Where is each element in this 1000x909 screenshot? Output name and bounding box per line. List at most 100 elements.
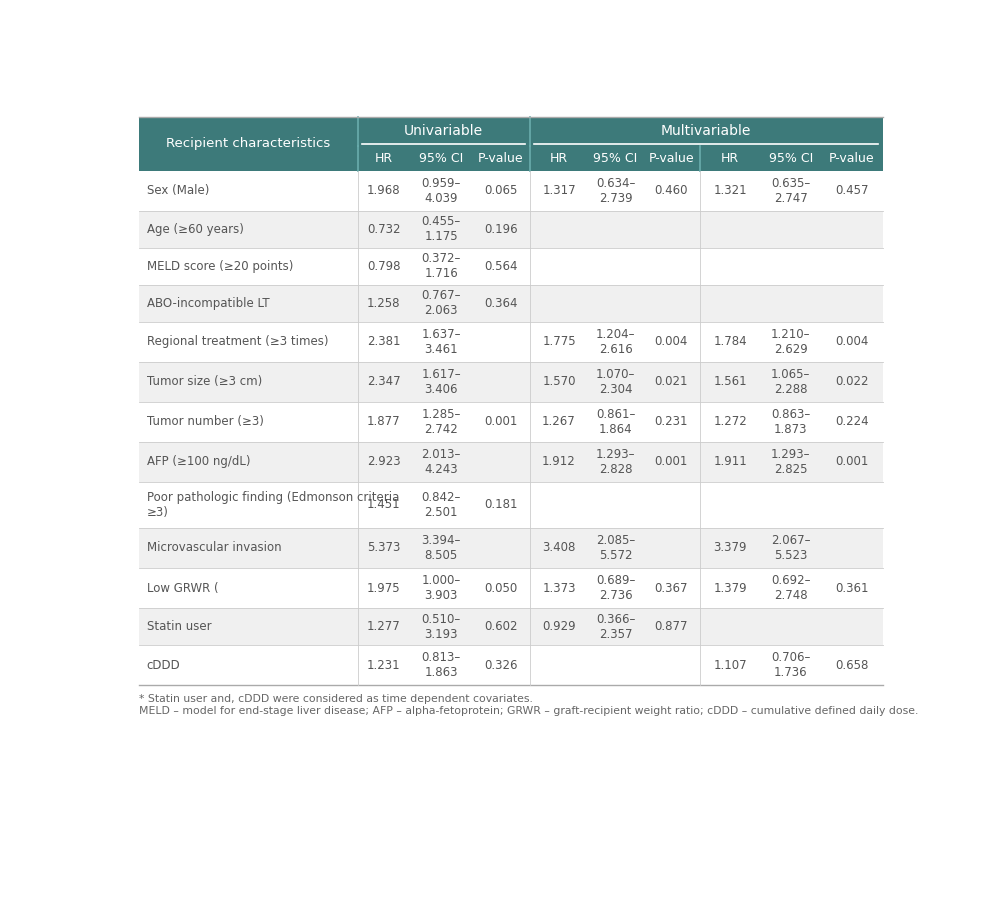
Text: 2.085–
5.572: 2.085– 5.572 [596, 534, 635, 562]
Text: 95% CI: 95% CI [593, 152, 638, 165]
Text: 1.285–
2.742: 1.285– 2.742 [422, 408, 461, 435]
Bar [139, 285, 883, 322]
Text: Poor pathologic finding (Edmonson criteria
≥3): Poor pathologic finding (Edmonson criter… [147, 491, 399, 519]
Text: 1.277: 1.277 [367, 620, 401, 633]
Text: 1.570: 1.570 [542, 375, 576, 388]
Text: 0.367: 0.367 [655, 582, 688, 594]
Text: Sex (Male): Sex (Male) [147, 185, 209, 197]
Bar [139, 528, 883, 568]
Text: 1.784: 1.784 [713, 335, 747, 348]
Text: ABO-incompatible LT: ABO-incompatible LT [147, 296, 269, 310]
Text: AFP (≥100 ng/dL): AFP (≥100 ng/dL) [147, 455, 250, 468]
Text: 0.602: 0.602 [484, 620, 518, 633]
Text: 0.021: 0.021 [655, 375, 688, 388]
Text: Multivariable: Multivariable [661, 125, 751, 138]
Text: 1.637–
3.461: 1.637– 3.461 [421, 327, 461, 355]
Text: 1.975: 1.975 [367, 582, 401, 594]
Bar [139, 322, 883, 362]
Text: P-value: P-value [478, 152, 524, 165]
Text: 3.408: 3.408 [542, 542, 576, 554]
Text: 0.181: 0.181 [484, 498, 518, 512]
Bar [139, 402, 883, 442]
Text: 1.293–
2.828: 1.293– 2.828 [596, 448, 635, 475]
Bar [139, 247, 883, 285]
Bar [139, 211, 883, 247]
Text: 0.877: 0.877 [655, 620, 688, 633]
Text: 2.013–
4.243: 2.013– 4.243 [422, 448, 461, 475]
Text: 2.923: 2.923 [367, 455, 401, 468]
Text: 0.231: 0.231 [655, 415, 688, 428]
Text: 1.272: 1.272 [713, 415, 747, 428]
Text: 0.658: 0.658 [835, 658, 869, 672]
Text: 0.366–
2.357: 0.366– 2.357 [596, 613, 635, 641]
Bar [139, 362, 883, 402]
Text: 0.004: 0.004 [655, 335, 688, 348]
Text: 0.863–
1.873: 0.863– 1.873 [771, 408, 810, 435]
Text: 0.004: 0.004 [835, 335, 869, 348]
Text: 0.196: 0.196 [484, 223, 518, 235]
Text: 0.706–
1.736: 0.706– 1.736 [771, 651, 810, 679]
Text: 0.564: 0.564 [484, 260, 518, 273]
Text: 2.067–
5.523: 2.067– 5.523 [771, 534, 810, 562]
Text: 1.321: 1.321 [713, 185, 747, 197]
Text: 0.635–
2.747: 0.635– 2.747 [771, 176, 810, 205]
Text: 1.373: 1.373 [542, 582, 576, 594]
Text: P-value: P-value [649, 152, 694, 165]
Text: 0.455–
1.175: 0.455– 1.175 [422, 215, 461, 244]
Bar [139, 171, 883, 211]
Text: 2.347: 2.347 [367, 375, 401, 388]
Text: 0.959–
4.039: 0.959– 4.039 [422, 176, 461, 205]
Text: 1.617–
3.406: 1.617– 3.406 [421, 367, 461, 395]
Text: 0.929: 0.929 [542, 620, 576, 633]
Text: 1.204–
2.616: 1.204– 2.616 [596, 327, 635, 355]
Text: Low GRWR (: Low GRWR ( [147, 582, 218, 594]
Text: 0.001: 0.001 [835, 455, 869, 468]
Text: 0.689–
2.736: 0.689– 2.736 [596, 574, 635, 602]
Text: 1.561: 1.561 [713, 375, 747, 388]
Text: 0.224: 0.224 [835, 415, 869, 428]
Text: 0.065: 0.065 [484, 185, 518, 197]
Text: 2.381: 2.381 [367, 335, 401, 348]
Text: 0.767–
2.063: 0.767– 2.063 [421, 289, 461, 317]
Text: Regional treatment (≥3 times): Regional treatment (≥3 times) [147, 335, 328, 348]
Text: 0.022: 0.022 [835, 375, 869, 388]
Text: Tumor number (≥3): Tumor number (≥3) [147, 415, 264, 428]
Text: 0.326: 0.326 [484, 658, 518, 672]
Text: 1.317: 1.317 [542, 185, 576, 197]
Text: 1.107: 1.107 [713, 658, 747, 672]
Text: 1.451: 1.451 [367, 498, 401, 512]
Text: 95% CI: 95% CI [419, 152, 463, 165]
Text: 1.379: 1.379 [713, 582, 747, 594]
Text: 1.070–
2.304: 1.070– 2.304 [596, 367, 635, 395]
Text: Age (≥60 years): Age (≥60 years) [147, 223, 244, 235]
Bar [139, 568, 883, 608]
Text: 0.634–
2.739: 0.634– 2.739 [596, 176, 635, 205]
Bar [139, 482, 883, 528]
Text: 0.732: 0.732 [367, 223, 401, 235]
Text: HR: HR [550, 152, 568, 165]
Text: HR: HR [375, 152, 393, 165]
Text: * Statin user and, cDDD were considered as time dependent covariates.: * Statin user and, cDDD were considered … [139, 694, 533, 704]
Text: HR: HR [721, 152, 739, 165]
Text: 95% CI: 95% CI [769, 152, 813, 165]
Text: 1.065–
2.288: 1.065– 2.288 [771, 367, 810, 395]
Text: 3.379: 3.379 [714, 542, 747, 554]
Text: 0.001: 0.001 [484, 415, 518, 428]
Text: Microvascular invasion: Microvascular invasion [147, 542, 281, 554]
Text: 1.231: 1.231 [367, 658, 401, 672]
Text: P-value: P-value [829, 152, 875, 165]
Text: Recipient characteristics: Recipient characteristics [166, 137, 330, 150]
Text: 5.373: 5.373 [367, 542, 401, 554]
Bar [139, 116, 883, 171]
Text: 0.001: 0.001 [655, 455, 688, 468]
Text: 1.258: 1.258 [367, 296, 401, 310]
Text: 1.000–
3.903: 1.000– 3.903 [422, 574, 461, 602]
Text: 1.911: 1.911 [713, 455, 747, 468]
Bar [139, 442, 883, 482]
Text: 3.394–
8.505: 3.394– 8.505 [422, 534, 461, 562]
Text: 1.267: 1.267 [542, 415, 576, 428]
Text: 1.293–
2.825: 1.293– 2.825 [771, 448, 810, 475]
Text: 0.364: 0.364 [484, 296, 518, 310]
Text: MELD – model for end-stage liver disease; AFP – alpha-fetoprotein; GRWR – graft-: MELD – model for end-stage liver disease… [139, 706, 918, 716]
Bar [139, 645, 883, 685]
